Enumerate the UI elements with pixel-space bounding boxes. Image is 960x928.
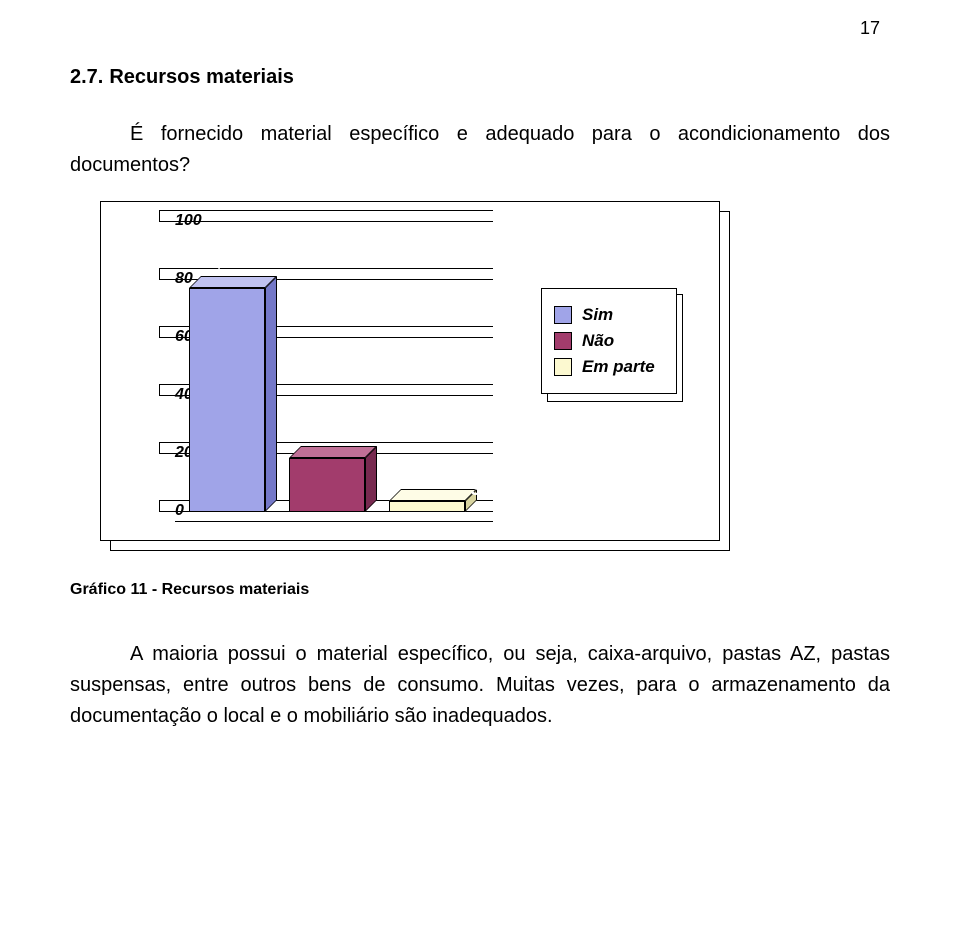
heading-number: 2.7. <box>70 66 103 88</box>
chart-caption: Gráfico 11 - Recursos materiais <box>70 581 890 599</box>
legend-label: Em parte <box>582 357 655 377</box>
bar-front <box>189 288 265 512</box>
intro-paragraph: É fornecido material específico e adequa… <box>70 119 890 181</box>
legend-label: Sim <box>582 305 613 325</box>
plot-area: 02040608010077,4%18,7%3,9% <box>175 222 481 512</box>
legend-swatch <box>554 332 572 350</box>
chart-container: 02040608010077,4%18,7%3,9% SimNãoEm part… <box>100 201 740 561</box>
bar-top <box>389 489 477 501</box>
legend-swatch <box>554 306 572 324</box>
bar-value-label: 3,9% <box>471 479 512 500</box>
section-heading: 2.7. Recursos materiais <box>70 66 890 89</box>
bar-value-label: 77,4% <box>197 252 248 273</box>
chart-frame: 02040608010077,4%18,7%3,9% SimNãoEm part… <box>100 201 720 541</box>
legend-item: Sim <box>554 305 664 325</box>
bar: 18,7% <box>289 458 365 512</box>
bar-top <box>289 446 377 458</box>
floor-line <box>175 521 493 522</box>
bar: 77,4% <box>189 288 265 512</box>
legend-item: Não <box>554 331 664 351</box>
legend-swatch <box>554 358 572 376</box>
page-number: 17 <box>860 18 880 39</box>
bar: 3,9% <box>389 501 465 512</box>
bar-front <box>389 501 465 512</box>
y-tick <box>159 210 493 222</box>
legend-item: Em parte <box>554 357 664 377</box>
heading-title: Recursos materiais <box>109 66 294 88</box>
legend: Sim Não Em parte <box>541 288 677 394</box>
bar-side <box>265 276 277 512</box>
bar-front <box>289 458 365 512</box>
bar-value-label: 18,7% <box>297 422 348 443</box>
bar-top <box>189 276 277 288</box>
conclusion-paragraph: A maioria possui o material específico, … <box>70 639 890 732</box>
legend-label: Não <box>582 331 614 351</box>
